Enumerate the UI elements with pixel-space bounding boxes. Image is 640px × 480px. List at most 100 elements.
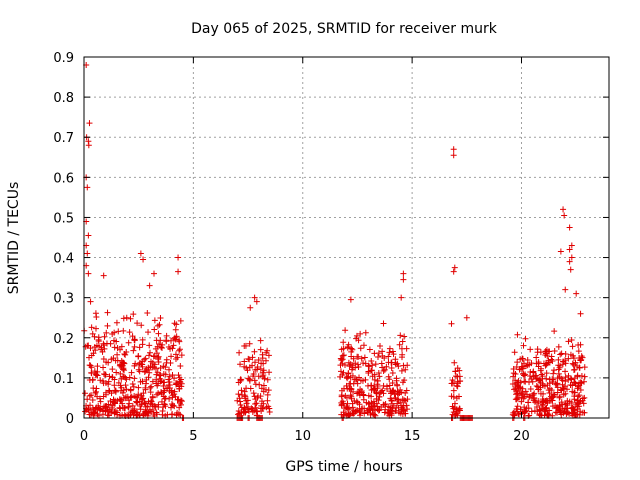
- data-point: [536, 412, 543, 419]
- data-point: [569, 410, 576, 417]
- data-point: [165, 382, 172, 389]
- data-point: [344, 344, 351, 351]
- data-point: [361, 410, 368, 417]
- data-point: [135, 391, 142, 398]
- data-point: [178, 398, 185, 405]
- data-points: [81, 62, 588, 421]
- data-point: [398, 367, 405, 374]
- data-point: [546, 407, 553, 414]
- data-point: [173, 411, 180, 418]
- data-point: [450, 146, 457, 153]
- data-point: [165, 376, 172, 383]
- data-point: [457, 377, 464, 384]
- data-point: [396, 341, 403, 348]
- data-point: [572, 380, 579, 387]
- data-point: [92, 325, 99, 332]
- data-point: [170, 342, 177, 349]
- data-point: [178, 352, 185, 359]
- data-point: [450, 152, 457, 159]
- data-point: [94, 363, 101, 370]
- data-point: [366, 363, 373, 370]
- data-point: [156, 340, 163, 347]
- data-point: [450, 393, 457, 400]
- x-tick-label: 20: [513, 429, 530, 444]
- data-point: [251, 348, 258, 355]
- data-point: [569, 388, 576, 395]
- data-point: [362, 376, 369, 383]
- data-point: [398, 406, 405, 413]
- data-point: [514, 331, 521, 338]
- data-point: [234, 397, 241, 404]
- data-point: [380, 368, 387, 375]
- data-point: [386, 345, 393, 352]
- data-point: [383, 363, 390, 370]
- data-point: [264, 397, 271, 404]
- data-point: [521, 372, 528, 379]
- data-point: [92, 347, 99, 354]
- data-point: [403, 402, 410, 409]
- data-point: [238, 387, 245, 394]
- data-point: [577, 387, 584, 394]
- data-point: [354, 390, 361, 397]
- data-point: [94, 393, 101, 400]
- data-point: [544, 410, 551, 417]
- data-point: [347, 296, 354, 303]
- data-point: [388, 364, 395, 371]
- data-point: [88, 392, 95, 399]
- data-point: [85, 232, 92, 239]
- data-point: [373, 390, 380, 397]
- data-point: [102, 371, 109, 378]
- data-point: [142, 400, 149, 407]
- data-point: [142, 355, 149, 362]
- data-point: [368, 357, 375, 364]
- data-point: [561, 406, 568, 413]
- data-point: [543, 404, 550, 411]
- data-point: [368, 382, 375, 389]
- data-point: [357, 345, 364, 352]
- data-point: [241, 404, 248, 411]
- data-point: [95, 334, 102, 341]
- data-point: [576, 403, 583, 410]
- data-point: [244, 406, 251, 413]
- data-point: [169, 394, 176, 401]
- data-point: [173, 321, 180, 328]
- data-point: [161, 401, 168, 408]
- data-point: [385, 373, 392, 380]
- data-point: [122, 382, 129, 389]
- y-axis-label: SRMTID / TECUs: [6, 182, 22, 295]
- data-point: [107, 340, 114, 347]
- data-point: [526, 372, 533, 379]
- data-point: [118, 357, 125, 364]
- data-point: [558, 350, 565, 357]
- data-point: [171, 388, 178, 395]
- data-point: [177, 379, 184, 386]
- data-point: [104, 309, 111, 316]
- data-point: [162, 371, 169, 378]
- data-point: [85, 270, 92, 277]
- data-point: [347, 380, 354, 387]
- data-point: [82, 390, 89, 397]
- data-point: [544, 399, 551, 406]
- data-point: [102, 407, 109, 414]
- data-point: [146, 349, 153, 356]
- data-point: [354, 399, 361, 406]
- data-point: [109, 374, 116, 381]
- data-point: [86, 392, 93, 399]
- chart-title: Day 065 of 2025, SRMTID for receiver mur…: [191, 21, 498, 37]
- data-point: [86, 362, 93, 369]
- data-point: [166, 388, 173, 395]
- data-point: [562, 378, 569, 385]
- data-point: [394, 382, 401, 389]
- data-point: [362, 329, 369, 336]
- data-point: [250, 390, 257, 397]
- data-point: [177, 317, 184, 324]
- data-point: [519, 355, 526, 362]
- data-point: [122, 351, 129, 358]
- data-point: [375, 407, 382, 414]
- data-point: [241, 358, 248, 365]
- data-point: [521, 378, 528, 385]
- data-point: [560, 206, 567, 213]
- data-point: [257, 346, 264, 353]
- data-point: [568, 242, 575, 249]
- data-point: [139, 378, 146, 385]
